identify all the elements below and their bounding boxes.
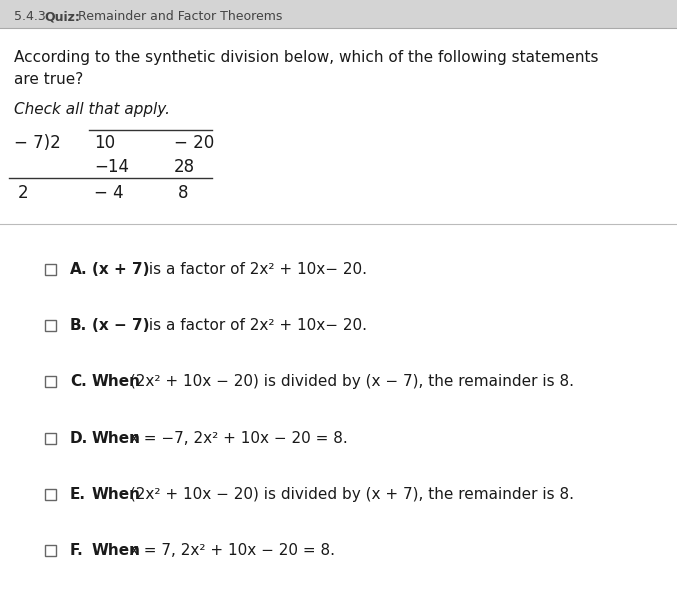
- Bar: [45, 264, 56, 275]
- Text: 28: 28: [174, 158, 195, 176]
- Bar: [45, 376, 56, 387]
- Text: According to the synthetic division below, which of the following statements: According to the synthetic division belo…: [14, 50, 598, 65]
- Text: A.: A.: [70, 262, 87, 277]
- Bar: [45, 489, 56, 500]
- Text: When: When: [92, 543, 141, 558]
- Text: 2: 2: [18, 184, 28, 202]
- Text: 8: 8: [178, 184, 188, 202]
- Text: When: When: [92, 374, 141, 389]
- Text: (2x² + 10x − 20) is divided by (x − 7), the remainder is 8.: (2x² + 10x − 20) is divided by (x − 7), …: [125, 374, 574, 389]
- Bar: [0, 0, 677, 28]
- Text: When: When: [92, 487, 141, 502]
- Text: 5.4.3: 5.4.3: [14, 11, 53, 24]
- Text: E.: E.: [70, 487, 86, 502]
- Text: is a factor of 2x² + 10x− 20.: is a factor of 2x² + 10x− 20.: [144, 262, 367, 277]
- Text: Quiz:: Quiz:: [44, 11, 80, 24]
- Text: (2x² + 10x − 20) is divided by (x + 7), the remainder is 8.: (2x² + 10x − 20) is divided by (x + 7), …: [125, 487, 574, 502]
- Text: −14: −14: [94, 158, 129, 176]
- Text: − 4: − 4: [94, 184, 124, 202]
- Text: 10: 10: [94, 134, 115, 152]
- Text: − 20: − 20: [174, 134, 214, 152]
- Text: D.: D.: [70, 431, 88, 445]
- Text: (x + 7): (x + 7): [92, 262, 150, 277]
- Text: B.: B.: [70, 318, 87, 333]
- Text: x = 7, 2x² + 10x − 20 = 8.: x = 7, 2x² + 10x − 20 = 8.: [125, 543, 335, 558]
- Text: C.: C.: [70, 374, 87, 389]
- Text: F.: F.: [70, 543, 84, 558]
- Text: (x − 7): (x − 7): [92, 318, 150, 333]
- Text: When: When: [92, 431, 141, 445]
- Text: Remainder and Factor Theorems: Remainder and Factor Theorems: [70, 11, 282, 24]
- Bar: [45, 320, 56, 331]
- Text: Check all that apply.: Check all that apply.: [14, 102, 170, 117]
- Bar: [45, 432, 56, 444]
- Text: is a factor of 2x² + 10x− 20.: is a factor of 2x² + 10x− 20.: [144, 318, 367, 333]
- Text: − 7)2: − 7)2: [14, 134, 61, 152]
- Bar: [45, 545, 56, 556]
- Text: are true?: are true?: [14, 72, 83, 87]
- Text: x = −7, 2x² + 10x − 20 = 8.: x = −7, 2x² + 10x − 20 = 8.: [125, 431, 348, 445]
